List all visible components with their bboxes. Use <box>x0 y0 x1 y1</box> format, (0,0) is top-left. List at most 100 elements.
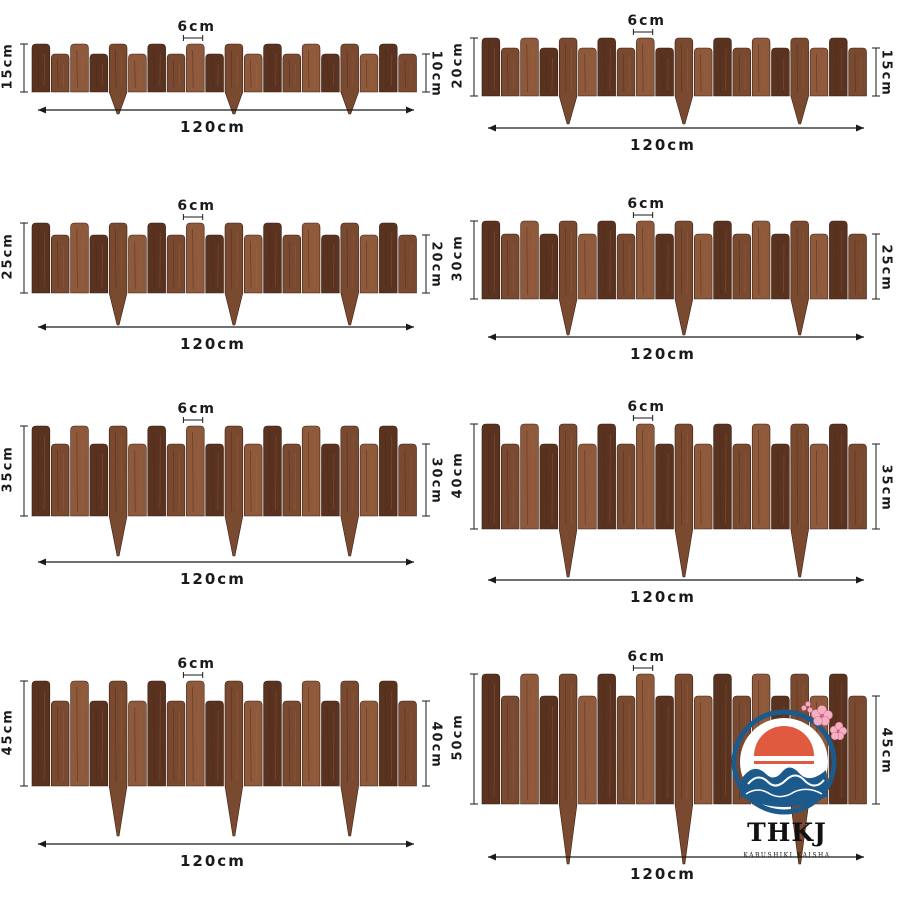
fence-slat <box>771 47 790 97</box>
fence-slat <box>51 700 70 787</box>
fence-slat <box>128 443 147 517</box>
fence-slat <box>224 222 244 326</box>
fence-slat <box>597 37 616 97</box>
fence-slat <box>321 234 340 294</box>
width-arrow <box>488 124 864 132</box>
fence-slat <box>166 700 186 787</box>
fence-slat <box>616 47 636 97</box>
fence-slat <box>31 425 51 517</box>
width-label: 120cm <box>630 865 696 883</box>
width-arrow <box>488 576 864 584</box>
slat-width-marker <box>632 415 654 421</box>
fence-slat <box>205 53 224 93</box>
fence-panel: 6cm 25cm 20cm 120cm <box>0 185 450 365</box>
fence-slat <box>224 43 244 115</box>
fence-slat <box>597 673 616 805</box>
fence-slat <box>790 37 809 125</box>
short-height-label: 25cm <box>878 244 894 292</box>
fence-slat <box>108 222 128 326</box>
fence-slat <box>848 443 867 530</box>
short-height-bracket <box>872 47 880 97</box>
short-height-label: 15cm <box>878 49 894 97</box>
fence-slat <box>771 443 790 530</box>
fence-slat <box>321 53 340 93</box>
slat-width-label: 6cm <box>177 198 217 214</box>
fence-slat <box>51 53 70 93</box>
wooden-fence-illustration <box>470 415 880 584</box>
fence-slat <box>481 220 501 300</box>
fence-slat <box>321 443 340 517</box>
fence-slat <box>655 695 674 805</box>
fence-slat <box>655 443 674 530</box>
fence-slat <box>128 234 147 294</box>
fence-slat <box>359 700 379 787</box>
fence-slat <box>186 222 205 294</box>
fence-slat <box>70 425 89 517</box>
slat-width-label: 6cm <box>177 19 217 35</box>
fence-slat <box>674 423 694 578</box>
wooden-fence-illustration <box>470 212 880 341</box>
fence-slat <box>655 233 674 300</box>
tall-height-bracket <box>470 220 478 300</box>
fence-slat <box>520 220 539 300</box>
width-label: 120cm <box>630 588 696 606</box>
fence-slat <box>51 234 70 294</box>
tall-height-label: 30cm <box>450 234 466 282</box>
fence-slat <box>263 222 282 294</box>
fence-slat <box>790 220 809 336</box>
fence-panel: 6cm 20cm 15cm 120cm <box>450 0 900 166</box>
fence-slat <box>301 43 321 93</box>
slat-width-label: 6cm <box>177 656 217 672</box>
fence-slat <box>790 423 809 578</box>
fence-slat <box>244 443 263 517</box>
fence-slat <box>282 443 301 517</box>
fence-slat <box>244 234 263 294</box>
fence-slat <box>359 234 379 294</box>
fence-slat <box>244 53 263 93</box>
fence-slat <box>89 53 108 93</box>
fence-slat <box>848 233 867 300</box>
fence-slat <box>31 680 51 787</box>
slat-width-label: 6cm <box>627 196 667 212</box>
fence-slat <box>89 234 108 294</box>
wooden-fence-illustration <box>20 417 430 566</box>
fence-slat <box>263 43 282 93</box>
fence-slat <box>186 43 205 93</box>
fence-slat <box>398 53 417 93</box>
short-height-bracket <box>872 233 880 300</box>
fence-slat <box>147 425 166 517</box>
tall-height-label: 40cm <box>450 450 466 498</box>
fence-slat <box>379 222 398 294</box>
fence-slat <box>147 222 166 294</box>
fence-slat <box>636 220 655 300</box>
tall-height-bracket <box>20 43 28 93</box>
fence-slat <box>481 673 501 805</box>
fence-panel: 6cm 30cm 25cm 120cm <box>450 185 900 375</box>
fence-slat <box>616 233 636 300</box>
fence-slat <box>166 234 186 294</box>
tall-height-label: 45cm <box>0 707 16 755</box>
fence-slat <box>398 700 417 787</box>
fence-slat <box>558 220 578 336</box>
fence-slat <box>359 53 379 93</box>
slat-width-marker <box>632 212 654 218</box>
tall-height-label: 35cm <box>0 445 16 493</box>
short-height-label: 30cm <box>428 457 444 505</box>
tall-height-bracket <box>470 673 478 805</box>
fence-slat <box>244 700 263 787</box>
width-arrow <box>488 853 864 861</box>
short-height-bracket <box>422 700 430 787</box>
slat-width-label: 6cm <box>177 401 217 417</box>
short-height-label: 45cm <box>878 727 894 775</box>
slat-width-marker <box>182 417 204 423</box>
fence-slat <box>578 233 597 300</box>
fence-slat <box>108 680 128 837</box>
fence-slat <box>578 443 597 530</box>
fence-slat <box>224 425 244 557</box>
fence-slat <box>578 47 597 97</box>
fence-slat <box>520 37 539 97</box>
slat-width-marker <box>632 665 654 671</box>
fence-slat <box>829 423 848 530</box>
fence-slat <box>89 700 108 787</box>
fence-slat <box>205 234 224 294</box>
